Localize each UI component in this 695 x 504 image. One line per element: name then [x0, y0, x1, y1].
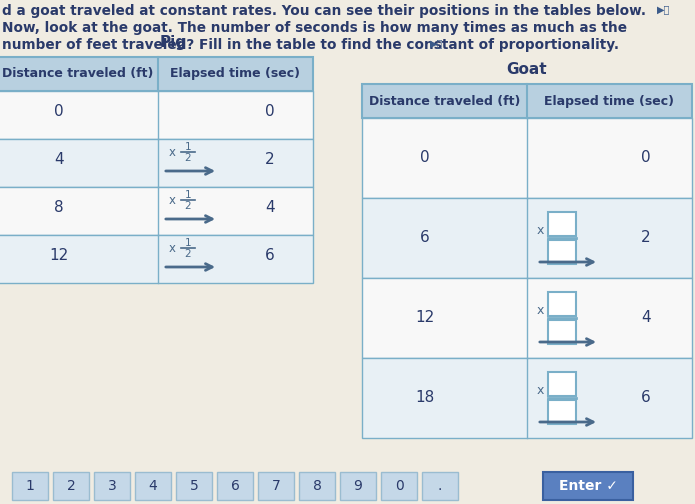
Text: 3: 3 [108, 479, 116, 493]
Bar [176, 472, 212, 500]
Text: 1: 1 [185, 238, 191, 248]
Text: Goat: Goat [507, 62, 548, 78]
Text: x: x [169, 146, 176, 158]
Bar [53, 472, 89, 500]
Text: 12: 12 [49, 247, 68, 263]
Text: 6: 6 [641, 391, 651, 406]
Bar [135, 472, 171, 500]
Text: 7: 7 [272, 479, 280, 493]
Text: 4: 4 [641, 310, 651, 326]
Text: x: x [169, 194, 176, 207]
Bar [362, 118, 692, 198]
Bar [0, 57, 313, 91]
Bar [0, 187, 313, 235]
Text: 2: 2 [67, 479, 75, 493]
Bar [299, 472, 335, 500]
Text: 1: 1 [26, 479, 35, 493]
Text: 12: 12 [415, 310, 434, 326]
Text: 1: 1 [185, 142, 191, 152]
Text: 0: 0 [395, 479, 403, 493]
Bar [548, 320, 576, 344]
Bar [381, 472, 417, 500]
Text: 8: 8 [313, 479, 321, 493]
Bar [340, 472, 376, 500]
Text: Distance traveled (ft): Distance traveled (ft) [369, 95, 520, 107]
Bar [362, 198, 692, 278]
Text: 0: 0 [641, 151, 651, 165]
Text: 6: 6 [231, 479, 240, 493]
Text: ▶⦿: ▶⦿ [430, 38, 443, 48]
Text: 1: 1 [185, 190, 191, 200]
Text: 0: 0 [420, 151, 430, 165]
Bar [94, 472, 130, 500]
Bar [543, 472, 633, 500]
Text: x: x [537, 384, 543, 397]
Text: 0: 0 [54, 103, 64, 118]
Bar [362, 84, 692, 118]
Text: ▶⦿: ▶⦿ [657, 4, 671, 14]
Text: 6: 6 [265, 247, 275, 263]
Text: 5: 5 [190, 479, 198, 493]
Text: 0: 0 [265, 103, 275, 118]
Text: 6: 6 [420, 230, 430, 245]
Bar [0, 91, 313, 139]
Text: Elapsed time (sec): Elapsed time (sec) [544, 95, 675, 107]
Text: number of feet traveled? Fill in the table to find the constant of proportionali: number of feet traveled? Fill in the tab… [2, 38, 619, 52]
Text: 2: 2 [185, 201, 191, 211]
Bar [362, 278, 692, 358]
Text: Elapsed time (sec): Elapsed time (sec) [170, 68, 300, 81]
Text: d a goat traveled at constant rates. You can see their positions in the tables b: d a goat traveled at constant rates. You… [2, 4, 646, 18]
Text: 2: 2 [185, 153, 191, 163]
Bar [258, 472, 294, 500]
Text: 2: 2 [265, 152, 275, 166]
Text: Distance traveled (ft): Distance traveled (ft) [2, 68, 154, 81]
Bar [0, 139, 313, 187]
Bar [12, 472, 48, 500]
Bar [548, 292, 576, 316]
Bar [0, 235, 313, 283]
Text: 4: 4 [265, 200, 275, 215]
Text: 2: 2 [185, 249, 191, 259]
Text: 9: 9 [354, 479, 362, 493]
Bar [217, 472, 253, 500]
Text: Enter ✓: Enter ✓ [559, 479, 617, 493]
Text: 4: 4 [149, 479, 157, 493]
Text: x: x [169, 241, 176, 255]
Bar [362, 358, 692, 438]
Text: Pig: Pig [159, 35, 186, 50]
Bar [548, 240, 576, 264]
Text: .: . [438, 479, 442, 493]
Text: Now, look at the goat. The number of seconds is how many times as much as the: Now, look at the goat. The number of sec… [2, 21, 627, 35]
Text: 4: 4 [54, 152, 64, 166]
Text: 8: 8 [54, 200, 64, 215]
Text: 2: 2 [641, 230, 651, 245]
Text: x: x [537, 303, 543, 317]
Bar [548, 400, 576, 424]
Bar [548, 212, 576, 236]
Bar [422, 472, 458, 500]
Bar [548, 372, 576, 396]
Text: x: x [537, 223, 543, 236]
Text: 18: 18 [415, 391, 434, 406]
